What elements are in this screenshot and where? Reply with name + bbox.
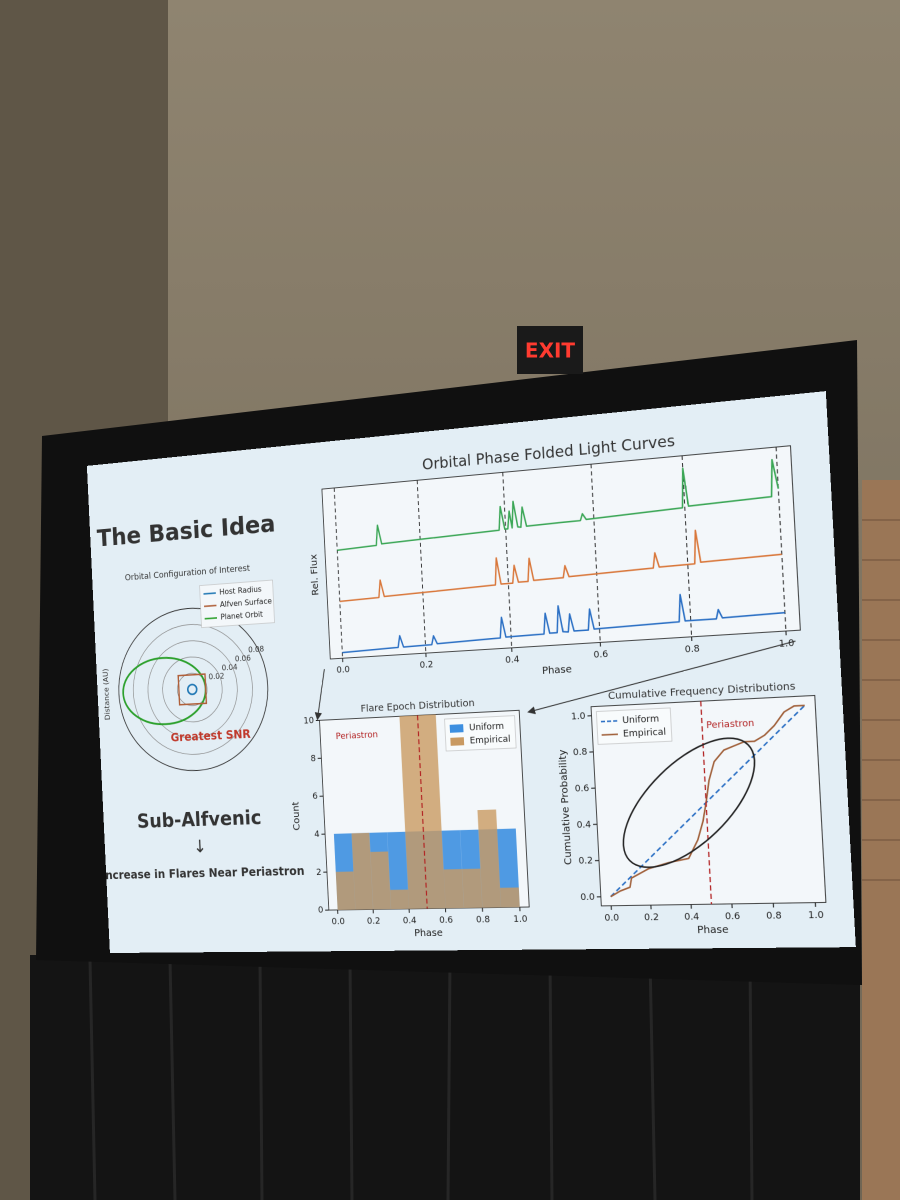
exit-text: EXIT [525,339,576,363]
bar [370,851,392,910]
legend-box [596,708,672,744]
x-tick-label: 0.6 [593,649,608,661]
y-axis-label: Rel. Flux [309,553,322,596]
y-tick-label: 1.0 [571,711,586,722]
r-tick-label: 0.04 [222,662,238,672]
legend-swatch [602,734,618,735]
y-tick-label: 2 [316,868,322,878]
brick-lines [862,519,900,881]
y-tick-label: 4 [314,830,320,840]
curtain [30,955,860,1200]
y-tick-label: 0.4 [576,820,591,831]
exit-sign [517,326,583,374]
x-tick-label: 0.4 [403,916,417,927]
y-axis-label: Count [291,801,303,831]
x-tick-label: 0.2 [644,913,659,924]
y-tick-label: 0.2 [578,856,593,867]
x-tick-label: 0.8 [476,915,490,926]
x-tick-label: 0.0 [604,913,619,924]
chart-title: Flare Epoch Distribution [360,698,475,715]
x-tick-label: 0.8 [766,911,782,922]
x-axis-label: Phase [414,928,443,940]
bar [351,832,374,910]
bar [335,871,356,910]
conclusion: Sub-Alfvenic [137,806,262,832]
slide-canvas: The Basic Idea Sub-Alfvenic ↓ Increase i… [87,391,856,953]
bar [387,831,410,910]
annotation: Periastron [336,730,379,742]
x-tick-label: 0.2 [367,916,381,927]
x-tick-label: 1.0 [808,910,824,921]
y-axis-label: Distance (AU) [101,668,111,720]
x-tick-label: 0.6 [725,911,741,922]
legend-swatch [450,737,465,746]
x-tick-label: 1.0 [513,914,528,925]
y-tick-label: 0 [318,906,324,916]
arrow-symbol: ↓ [193,837,207,858]
legend-label: Uniform [622,714,659,727]
y-tick-label: 10 [303,716,314,727]
x-axis-label: Phase [542,664,573,678]
x-tick-label: 0.0 [331,917,345,928]
plot-area [322,446,800,659]
slide: The Basic Idea Sub-Alfvenic ↓ Increase i… [87,391,856,953]
legend-label: Empirical [470,734,511,746]
bar [443,869,464,909]
y-tick-label: 0.8 [573,747,588,758]
r-tick-label: 0.02 [208,671,224,681]
x-tick-label: 0.4 [505,655,520,666]
annotation: Periastron [706,718,755,731]
legend-label: Planet Orbit [220,610,263,622]
y-tick-label: 6 [312,792,318,802]
y-tick-label: 0.6 [575,783,590,794]
legend-swatch [203,593,215,594]
x-tick-label: 1.0 [779,638,795,650]
legend-label: Alfven Surface [220,596,273,609]
chart: 0.0 0.2 0.4 0.6 0.8 1.0 0 2 4 6 8 10 Flare Epoch Dis… [291,698,531,940]
result: Increase in Flares Near Periastron [101,864,305,883]
bar [497,828,520,908]
y-tick-label: 8 [310,754,316,765]
r-tick-label: 0.06 [235,653,251,663]
legend-box [200,580,275,628]
x-axis-label: Phase [697,924,729,936]
x-tick-label: 0.2 [419,660,433,671]
annotation: Greatest SNR [170,727,251,745]
x-tick-label: 0.8 [685,644,701,656]
x-tick-label: 0.0 [336,665,350,676]
bar [477,809,502,908]
legend-label: Host Radius [219,585,262,597]
x-tick-label: 0.6 [439,915,453,926]
r-tick-label: 0.08 [248,644,265,654]
x-tick-label: 0.4 [684,912,700,923]
legend-swatch [204,605,216,606]
legend-swatch [601,721,617,722]
bar [500,887,520,908]
plot-area [591,695,826,905]
y-tick-label: 0.0 [580,892,595,903]
bar [390,889,410,910]
legend-swatch [205,618,217,619]
legend-swatch [449,724,464,733]
bar [461,868,483,909]
legend-label: Uniform [469,721,504,733]
legend-label: Empirical [623,727,667,740]
curtain-folds [88,959,754,1200]
